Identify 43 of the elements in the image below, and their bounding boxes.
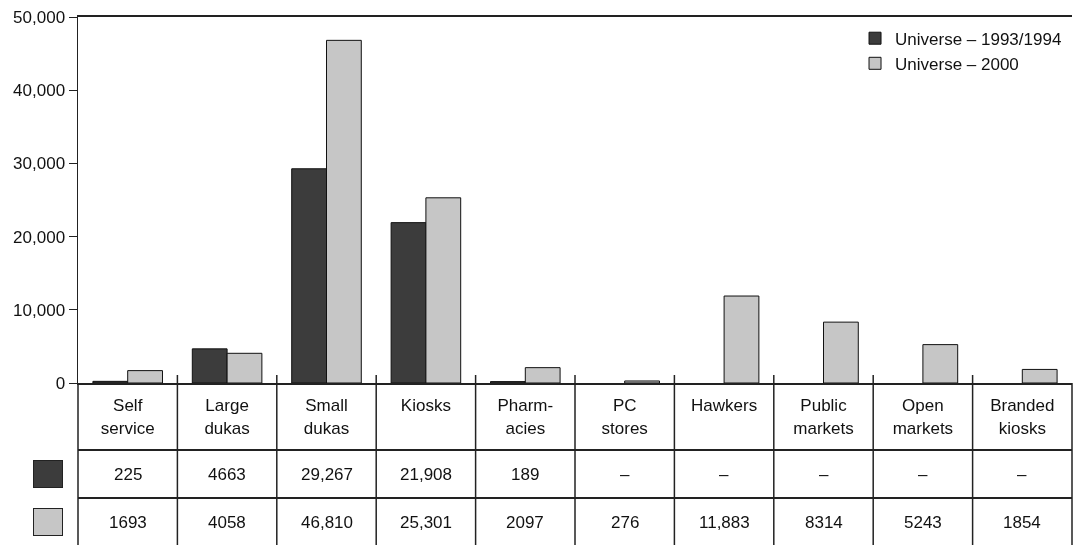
data-label: 4058 xyxy=(208,513,246,532)
bar xyxy=(723,295,760,383)
bar xyxy=(624,380,660,383)
data-label: 276 xyxy=(611,513,640,532)
data-label: 21,908 xyxy=(400,465,452,484)
y-tick-label: 40,000 xyxy=(13,81,66,101)
x-tick-label: Hawkers xyxy=(691,396,758,416)
data-label: 5243 xyxy=(904,513,942,532)
text: – xyxy=(620,465,630,484)
data-label: 4663 xyxy=(208,465,246,484)
text: – xyxy=(1017,465,1027,484)
bar xyxy=(1021,368,1058,383)
data-label: 2097 xyxy=(506,513,544,532)
bar xyxy=(922,344,959,383)
legend-label: Universe – 1993/1994 xyxy=(895,29,1062,49)
data-label: 11,883 xyxy=(699,513,750,532)
y-tick-label: 10,000 xyxy=(13,300,66,320)
data-label: 46,810 xyxy=(301,513,353,532)
x-tick-label: Self service xyxy=(100,396,155,438)
x-tick-label: PC stores xyxy=(601,396,648,438)
text: – xyxy=(819,465,829,484)
y-tick-label: 50,000 xyxy=(13,7,66,27)
legend-label: Universe – 2000 xyxy=(895,54,1019,74)
data-label: 8314 xyxy=(805,513,843,532)
data-label: 29,267 xyxy=(301,465,353,484)
y-tick-label: 20,000 xyxy=(13,227,66,247)
bar xyxy=(823,321,859,383)
text: – xyxy=(719,465,729,484)
y-tick-label: 0 xyxy=(55,373,66,393)
x-tick-label: Pharm- acies xyxy=(497,396,554,438)
x-tick-label: Kiosks xyxy=(400,396,451,416)
x-tick-label: Public markets xyxy=(793,396,854,438)
data-label: 189 xyxy=(511,465,540,484)
y-tick-label: 30,000 xyxy=(13,154,66,174)
data-label: 225 xyxy=(114,465,143,484)
data-label: 1854 xyxy=(1003,513,1041,532)
x-tick-label: Open markets xyxy=(892,396,954,438)
x-tick-label: Small dukas xyxy=(303,396,350,438)
x-tick-label: Large dukas xyxy=(204,396,250,438)
data-label: 25,301 xyxy=(400,513,452,532)
x-tick-label: Branded kiosks xyxy=(990,396,1055,438)
text: – xyxy=(918,465,928,484)
data-label: 1693 xyxy=(109,513,147,532)
